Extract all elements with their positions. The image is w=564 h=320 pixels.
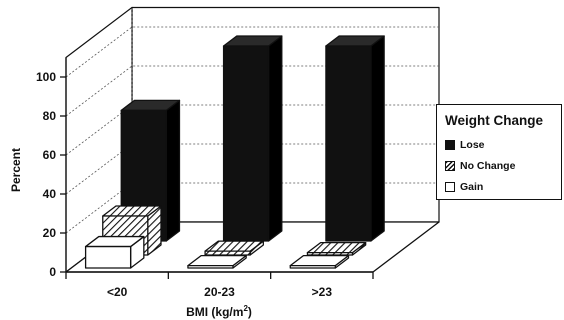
legend-label-lose: Lose <box>460 139 485 151</box>
bar-no-change-1 <box>102 205 162 256</box>
x-tick-label: >23 <box>312 285 333 299</box>
bar-lose-2 <box>222 35 283 242</box>
y-tick-label: 60 <box>43 148 57 162</box>
x-tick-label: 20-23 <box>204 285 235 299</box>
x-tick-label: <20 <box>107 285 128 299</box>
bar-face <box>267 35 283 242</box>
bar-lose-3 <box>325 35 385 242</box>
legend-item-no-change: No Change <box>445 160 515 172</box>
y-tick-label: 40 <box>43 187 57 201</box>
bar-face <box>84 245 132 269</box>
legend-swatch-no-change <box>445 161 455 171</box>
legend-item-lose: Lose <box>445 139 485 151</box>
bar-gain-2 <box>187 255 247 269</box>
bar-face <box>187 265 234 269</box>
bar-face <box>165 99 181 242</box>
legend-label-gain: Gain <box>460 181 484 193</box>
legend-label-no-change: No Change <box>460 160 516 172</box>
y-tick-label: 0 <box>49 265 56 279</box>
legend: Weight Change Lose No Change Gain <box>436 104 562 200</box>
bar-face <box>204 250 251 256</box>
bar-face <box>370 35 385 242</box>
bar-face <box>289 265 336 269</box>
bar-no-change-3 <box>306 242 367 256</box>
legend-swatch-gain <box>445 182 455 192</box>
legend-swatch-lose <box>445 140 455 150</box>
legend-title: Weight Change <box>445 113 544 128</box>
y-tick-label: 100 <box>36 70 56 84</box>
bar-no-change-2 <box>204 240 264 256</box>
bar-face <box>306 252 354 256</box>
bar-face <box>325 45 372 242</box>
y-tick-label: 80 <box>43 109 57 123</box>
bar-gain-1 <box>84 235 145 269</box>
y-axis-title: Percent <box>9 148 23 192</box>
bar-face <box>222 45 270 242</box>
y-tick-label: 20 <box>43 226 57 240</box>
x-axis-title: BMI (kg/m2) <box>186 304 252 319</box>
legend-item-gain: Gain <box>445 181 483 193</box>
bar-gain-3 <box>289 255 350 269</box>
